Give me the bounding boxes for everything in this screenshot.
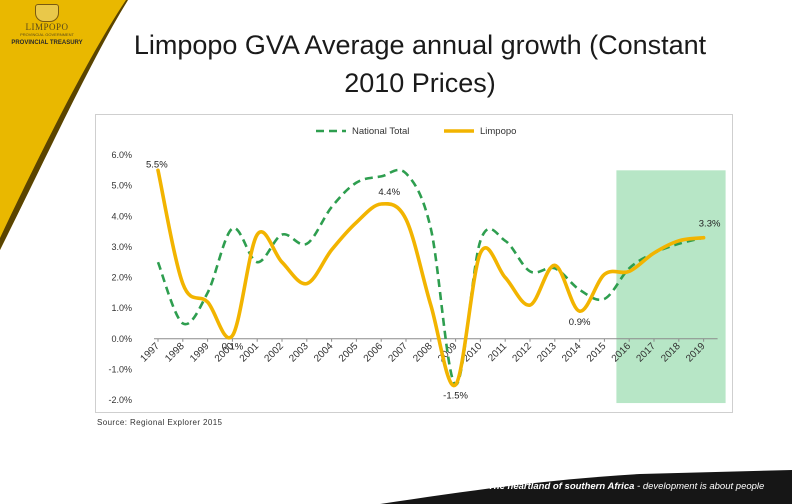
chart-container: -2.0% -1.0% 0.0% 1.0% 2.0% 3.0% 4.0% 5.0% 6.0% 19… [95,114,733,413]
slide-title-line2: 2010 Prices) [344,68,496,98]
x-tick-label: 2013 [535,341,559,365]
y-tick-label: 1.0% [111,303,132,313]
x-tick-label: 2007 [386,341,410,365]
y-tick-label: 4.0% [111,211,132,221]
y-tick-label: 6.0% [111,150,132,160]
logo-subtitle: PROVINCIAL GOVERNMENT [20,32,74,37]
legend-label-national-total: National Total [352,126,409,137]
data-label: 0.1% [222,342,244,353]
x-tick-label: 1999 [188,341,212,365]
tagline-rest: - development is about people [634,481,765,492]
treasury-logo: LIMPOPO PROVINCIAL GOVERNMENT PROVINCIAL… [6,4,88,46]
x-tick-label: 2011 [486,341,509,364]
gva-growth-chart: -2.0% -1.0% 0.0% 1.0% 2.0% 3.0% 4.0% 5.0% 6.0% 19… [108,126,726,405]
footer-band [380,470,792,504]
data-label: 0.9% [569,317,591,328]
x-tick-label: 2015 [585,341,609,365]
x-tick-label: 2005 [337,341,361,365]
logo-department: PROVINCIAL TREASURY [11,40,83,46]
x-tick-label: 2008 [411,341,435,365]
y-tick-label: 0.0% [111,334,132,344]
data-label: 4.4% [378,187,400,198]
y-tick-label: -1.0% [108,364,132,374]
data-label: 3.3% [699,219,721,230]
logo-name: LIMPOPO [25,22,69,32]
legend-label-limpopo: Limpopo [480,126,516,137]
x-tick-label: 2012 [510,341,534,365]
source-note: Source: Regional Explorer 2015 [97,418,223,427]
x-tick-label: 2002 [262,341,286,365]
data-label: 5.5% [146,159,168,170]
slide-title-line1: Limpopo GVA Average annual growth (Const… [133,30,707,60]
slide-title: Limpopo GVA Average annual growth (Const… [100,26,740,102]
coat-of-arms-icon [35,4,59,22]
y-tick-label: 5.0% [111,181,132,191]
forecast-highlight-band [616,170,726,404]
footer-tagline: The heartland of southern Africa - devel… [488,481,788,492]
x-tick-label: 2014 [560,341,584,365]
x-tick-label: 2004 [312,341,336,365]
data-label: -1.5% [443,391,468,402]
tagline-bold: The heartland of southern Africa [488,481,635,492]
x-tick-label: 2003 [287,341,311,365]
x-tick-label: 1997 [138,341,162,365]
y-tick-label: 3.0% [111,242,132,252]
y-tick-label: -2.0% [108,395,132,405]
series-line-limpopo [156,168,706,388]
x-tick-label: 1998 [163,341,187,365]
y-tick-label: 2.0% [111,273,132,283]
x-tick-label: 2006 [362,341,386,365]
gold-swoosh [0,0,128,250]
